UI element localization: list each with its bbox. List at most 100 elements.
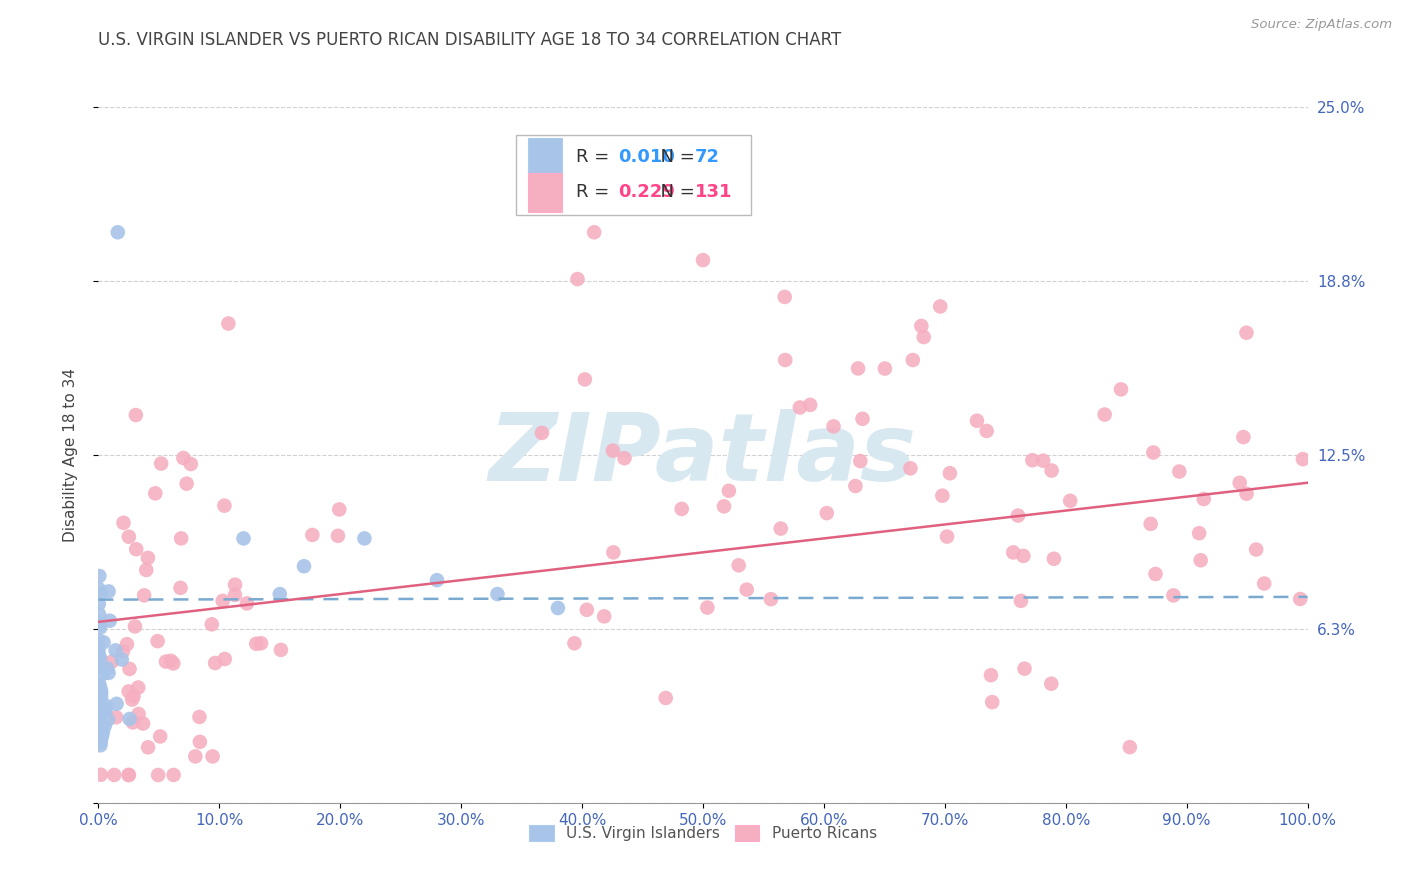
Point bbox=[1142, 445, 1164, 459]
Point bbox=[90, 735, 112, 749]
Point bbox=[87, 721, 110, 735]
Point bbox=[735, 582, 758, 597]
Point bbox=[1188, 526, 1211, 541]
Point bbox=[1043, 551, 1066, 566]
Point bbox=[87, 615, 110, 630]
Point bbox=[94, 698, 117, 713]
Text: 0.229: 0.229 bbox=[619, 184, 675, 202]
Point bbox=[160, 654, 183, 668]
Point bbox=[530, 425, 553, 440]
Point bbox=[89, 696, 111, 710]
Point bbox=[117, 768, 139, 782]
Point bbox=[143, 486, 166, 500]
Point bbox=[107, 225, 129, 239]
Text: ZIPatlas: ZIPatlas bbox=[489, 409, 917, 501]
Point bbox=[91, 725, 114, 739]
Text: 131: 131 bbox=[695, 184, 733, 202]
Point bbox=[1236, 487, 1258, 501]
Point bbox=[89, 651, 111, 665]
Point bbox=[87, 691, 110, 706]
Point bbox=[87, 713, 110, 727]
Point bbox=[87, 719, 110, 733]
Point bbox=[188, 735, 211, 749]
Point bbox=[97, 665, 120, 680]
Point bbox=[103, 768, 125, 782]
Point bbox=[1139, 516, 1161, 531]
Point bbox=[90, 731, 112, 745]
Point bbox=[87, 698, 110, 712]
Point bbox=[105, 710, 128, 724]
Point bbox=[564, 636, 586, 650]
Point bbox=[602, 443, 624, 458]
Point bbox=[602, 545, 624, 559]
Point bbox=[224, 577, 246, 591]
Point bbox=[613, 451, 636, 466]
Point bbox=[118, 530, 141, 544]
Point bbox=[170, 532, 193, 546]
Point bbox=[90, 730, 112, 744]
Point bbox=[696, 600, 718, 615]
Point bbox=[1119, 740, 1142, 755]
Point bbox=[823, 419, 845, 434]
Point bbox=[799, 398, 821, 412]
Point bbox=[180, 457, 202, 471]
Point bbox=[97, 713, 120, 727]
Point bbox=[135, 563, 157, 577]
Point bbox=[773, 290, 796, 304]
Point bbox=[1021, 453, 1043, 467]
Point bbox=[89, 617, 111, 632]
Point bbox=[1236, 326, 1258, 340]
Point bbox=[162, 768, 184, 782]
Point bbox=[97, 584, 120, 599]
Point bbox=[188, 710, 211, 724]
Point bbox=[89, 731, 111, 745]
Point bbox=[128, 706, 150, 721]
Point bbox=[849, 454, 872, 468]
Point bbox=[1144, 566, 1167, 581]
Point bbox=[87, 633, 110, 648]
Point bbox=[1244, 542, 1267, 557]
Point bbox=[201, 617, 224, 632]
Point bbox=[90, 586, 112, 600]
Point bbox=[136, 550, 159, 565]
Bar bbox=[527, 173, 561, 211]
Point bbox=[87, 710, 110, 724]
Point bbox=[169, 581, 191, 595]
Point bbox=[134, 588, 156, 602]
Point bbox=[1032, 453, 1054, 467]
Point bbox=[89, 621, 111, 635]
Point bbox=[426, 573, 449, 587]
Point bbox=[89, 677, 111, 691]
Point bbox=[912, 330, 935, 344]
Point bbox=[574, 372, 596, 386]
Point bbox=[90, 683, 112, 698]
Point bbox=[936, 530, 959, 544]
Point bbox=[789, 401, 811, 415]
Point bbox=[89, 735, 111, 749]
Point bbox=[692, 253, 714, 268]
Text: R =: R = bbox=[576, 184, 614, 202]
Point bbox=[87, 709, 110, 723]
Point bbox=[118, 768, 141, 782]
Point bbox=[593, 609, 616, 624]
Point bbox=[1229, 475, 1251, 490]
Point bbox=[929, 300, 952, 314]
Point bbox=[132, 716, 155, 731]
Point bbox=[1040, 676, 1063, 690]
Point bbox=[87, 607, 110, 622]
Y-axis label: Disability Age 18 to 34: Disability Age 18 to 34 bbox=[63, 368, 77, 542]
Point bbox=[1189, 553, 1212, 567]
Point bbox=[87, 644, 110, 658]
Point bbox=[90, 768, 112, 782]
Point bbox=[125, 542, 148, 557]
Point bbox=[89, 649, 111, 664]
Point bbox=[87, 714, 110, 729]
Point bbox=[104, 643, 127, 657]
Point bbox=[176, 476, 198, 491]
Text: 72: 72 bbox=[695, 148, 720, 166]
Point bbox=[115, 637, 138, 651]
Point bbox=[931, 489, 953, 503]
Point bbox=[217, 317, 239, 331]
Point bbox=[1040, 463, 1063, 477]
Point bbox=[1109, 383, 1132, 397]
